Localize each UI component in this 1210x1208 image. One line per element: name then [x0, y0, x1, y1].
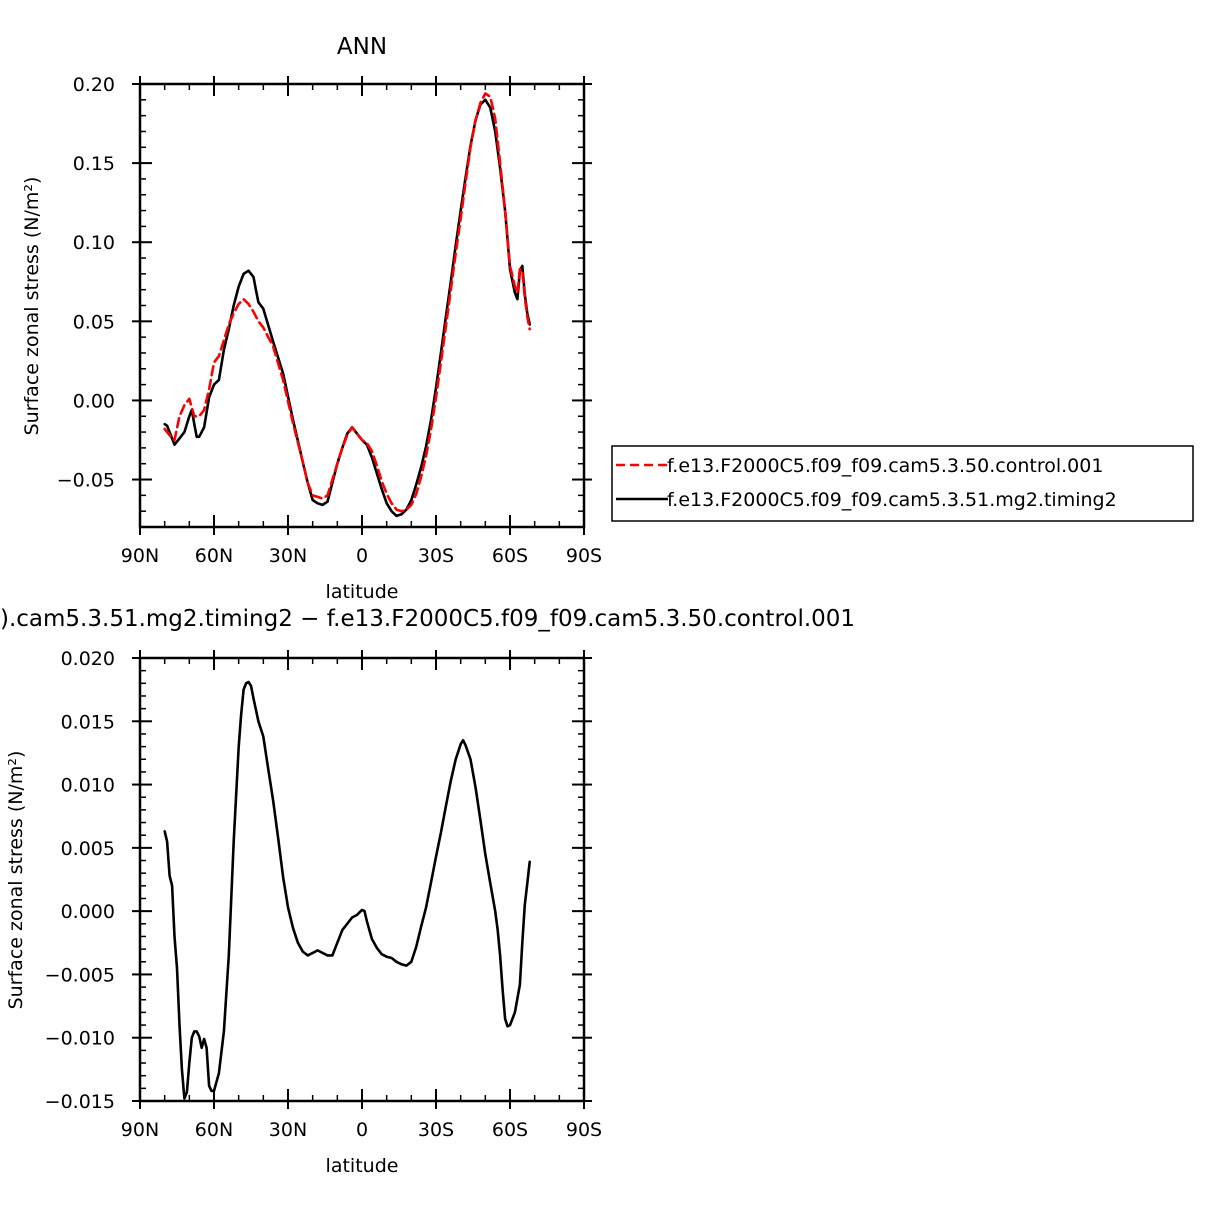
- top-series-line-0: [163, 92, 532, 513]
- top-x-axis-title: latitude: [326, 581, 399, 603]
- legend-box: [611, 445, 1194, 522]
- bottom-x-tick-label: 30S: [418, 1119, 454, 1141]
- bottom-y-tick-label: −0.015: [45, 1091, 115, 1113]
- legend-label-control: f.e13.F2000C5.f09_f09.cam5.3.50.control.…: [667, 455, 1103, 477]
- top-plot-frame: [138, 82, 586, 529]
- bottom-x-tick-label: 0: [356, 1119, 368, 1141]
- bottom-chart-title: ).cam5.3.51.mg2.timing2 − f.e13.F2000C5.…: [0, 606, 855, 632]
- top-y-axis-title: Surface zonal stress (N/m²): [21, 177, 43, 436]
- top-y-tick-label: 0.20: [73, 74, 115, 96]
- top-x-tick-label: 60N: [195, 545, 233, 567]
- bottom-y-tick-labels: −0.015 −0.010 −0.005 0.000 0.005 0.010 0.015 0.…: [45, 648, 115, 1113]
- top-x-tick-labels: 90N 60N 30N 0 30S 60S 90S: [121, 545, 602, 567]
- bottom-y-tick-label: 0.015: [61, 711, 115, 733]
- top-y-tick-label: −0.05: [57, 470, 115, 492]
- bottom-x-tick-label: 90S: [566, 1119, 602, 1141]
- top-panel: ANN 90N 60N 30N 0 30S 60S 90S −0.05 0.00 0.05 0.1…: [21, 34, 602, 603]
- top-y-tick-labels: −0.05 0.00 0.05 0.10 0.15 0.20: [57, 74, 115, 492]
- top-minor-ticks: [140, 83, 584, 528]
- bottom-x-axis-title: latitude: [326, 1155, 399, 1177]
- top-x-tick-label: 90S: [566, 545, 602, 567]
- top-x-tick-label: 90N: [121, 545, 159, 567]
- bottom-x-tick-label: 90N: [121, 1119, 159, 1141]
- legend: f.e13.F2000C5.f09_f09.cam5.3.50.control.…: [611, 445, 1194, 522]
- bottom-major-ticks: [132, 650, 592, 1109]
- top-chart-title: ANN: [337, 34, 387, 60]
- legend-label-mg2: f.e13.F2000C5.f09_f09.cam5.3.51.mg2.timi…: [667, 489, 1117, 511]
- top-series-line-1: [163, 98, 532, 518]
- bottom-series: [163, 680, 532, 1100]
- top-y-tick-label: 0.00: [73, 390, 115, 412]
- top-y-tick-label: 0.05: [73, 311, 115, 333]
- top-major-ticks: [132, 76, 592, 535]
- bottom-x-tick-label: 60S: [492, 1119, 528, 1141]
- top-x-tick-label: 30S: [418, 545, 454, 567]
- bottom-y-tick-label: 0.020: [61, 648, 115, 670]
- bottom-x-tick-label: 30N: [269, 1119, 307, 1141]
- top-x-tick-label: 60S: [492, 545, 528, 567]
- bottom-y-tick-label: 0.010: [61, 775, 115, 797]
- bottom-panel: ).cam5.3.51.mg2.timing2 − f.e13.F2000C5.…: [0, 606, 855, 1177]
- top-x-tick-label: 30N: [269, 545, 307, 567]
- bottom-y-tick-label: 0.005: [61, 838, 115, 860]
- top-series: [163, 92, 532, 518]
- bottom-y-axis-title: Surface zonal stress (N/m²): [5, 751, 27, 1010]
- top-y-tick-label: 0.15: [73, 153, 115, 175]
- bottom-series-line-0: [163, 680, 532, 1100]
- top-y-tick-label: 0.10: [73, 232, 115, 254]
- bottom-x-tick-label: 60N: [195, 1119, 233, 1141]
- bottom-y-tick-label: −0.005: [45, 964, 115, 986]
- bottom-y-tick-label: 0.000: [61, 901, 115, 923]
- bottom-plot-frame: [138, 656, 586, 1103]
- bottom-y-tick-label: −0.010: [45, 1028, 115, 1050]
- bottom-x-tick-labels: 90N 60N 30N 0 30S 60S 90S: [121, 1119, 602, 1141]
- bottom-minor-ticks: [140, 657, 584, 1102]
- top-x-tick-label: 0: [356, 545, 368, 567]
